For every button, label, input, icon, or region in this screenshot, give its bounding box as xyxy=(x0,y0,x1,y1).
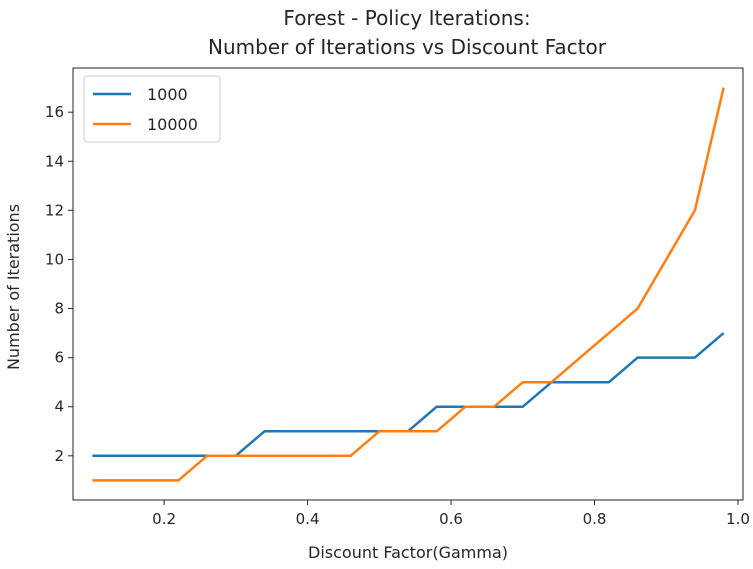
series-line-1000 xyxy=(92,332,725,458)
y-tick-label: 12 xyxy=(45,201,64,219)
x-axis-label: Discount Factor(Gamma) xyxy=(308,543,508,562)
x-tick-label: 1.0 xyxy=(726,510,750,528)
y-tick-label: 16 xyxy=(45,103,64,121)
y-axis-label: Number of Iterations xyxy=(4,204,23,370)
x-tick-label: 0.8 xyxy=(583,510,607,528)
legend-box xyxy=(83,75,221,143)
chart-title-line-2: Number of Iterations vs Discount Factor xyxy=(208,35,607,59)
y-tick-label: 10 xyxy=(45,250,64,268)
y-tick-label: 2 xyxy=(54,447,64,465)
chart-title-line-1: Forest - Policy Iterations: xyxy=(283,6,530,30)
plot-frame xyxy=(72,67,744,501)
x-axis-ticks: 0.2 0.4 0.6 0.8 1.0 xyxy=(152,500,750,528)
y-tick-label: 6 xyxy=(54,349,64,367)
y-tick-label: 14 xyxy=(45,152,64,170)
x-tick-label: 0.2 xyxy=(152,510,176,528)
x-tick-label: 0.6 xyxy=(439,510,463,528)
y-tick-label: 8 xyxy=(54,300,64,318)
series-line-10000 xyxy=(92,87,725,482)
legend-label-10000: 10000 xyxy=(147,115,198,134)
x-tick-label: 0.4 xyxy=(296,510,320,528)
y-tick-label: 4 xyxy=(54,398,64,416)
legend: 1000 10000 xyxy=(83,75,221,143)
y-axis-ticks: 2 4 6 8 10 12 14 16 xyxy=(45,103,73,465)
legend-label-1000: 1000 xyxy=(147,85,188,104)
plot-lines xyxy=(92,87,725,482)
